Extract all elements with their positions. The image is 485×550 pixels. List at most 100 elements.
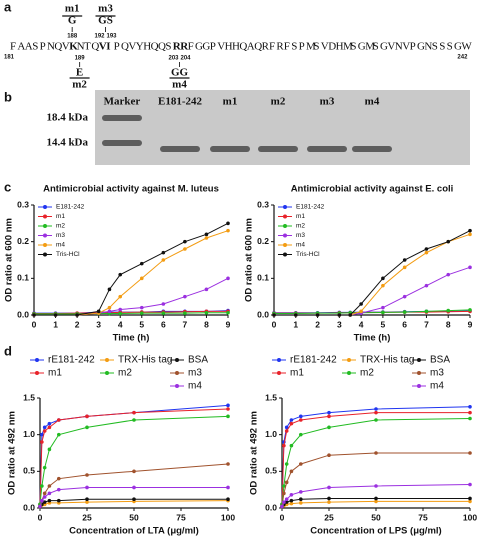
data-point [75, 313, 79, 317]
legend-label: m3 [430, 368, 444, 379]
legend-marker [283, 243, 287, 247]
data-point [139, 305, 144, 310]
residue-number: 192 [94, 34, 105, 40]
data-point [359, 302, 363, 306]
data-point [299, 497, 303, 502]
data-point [183, 311, 187, 315]
data-point [468, 405, 472, 409]
data-point [289, 443, 294, 448]
residue-number: 189 [75, 56, 86, 62]
sequence-start: 181 [4, 55, 15, 61]
data-point [381, 276, 385, 281]
y-tick-label: 1.5 [23, 392, 35, 402]
lane-label: m4 [365, 96, 380, 108]
legend-marker [417, 358, 421, 362]
legend-marker [175, 384, 179, 388]
legend-label: m1 [56, 213, 65, 220]
data-point [42, 491, 47, 496]
data-point [32, 313, 36, 317]
data-point [468, 496, 472, 501]
data-point [85, 414, 89, 419]
data-point [289, 501, 294, 506]
legend-marker [347, 371, 351, 375]
series-line [281, 452, 470, 507]
data-point [374, 410, 378, 415]
panel-label: d [4, 343, 12, 358]
x-tick-label: 25 [324, 512, 334, 522]
data-point [402, 258, 407, 262]
legend-label: BSA [188, 355, 208, 366]
legend-marker [347, 358, 351, 362]
data-point [132, 497, 136, 502]
data-point [161, 250, 166, 255]
x-tick-label: 9 [468, 319, 473, 329]
data-point [289, 498, 294, 503]
mutant-residues: GG [171, 67, 189, 79]
data-point [315, 313, 320, 317]
chart-title: Antimicrobial activity against M. luteus [43, 184, 219, 195]
data-point [424, 247, 429, 251]
sequence-segment: RR [173, 41, 189, 53]
data-point [381, 305, 385, 310]
x-tick-label: 50 [371, 512, 381, 522]
data-point [280, 504, 284, 509]
legend-label: TRX-His tag [360, 355, 414, 366]
legend-label: Tris-HCl [296, 251, 320, 258]
data-point [374, 451, 378, 455]
gel-band [102, 115, 142, 121]
data-point [40, 484, 44, 488]
gel-band [160, 146, 200, 152]
legend-label: m1 [48, 368, 62, 379]
data-point [284, 497, 289, 502]
x-tick-label: 50 [129, 512, 139, 522]
data-point [424, 283, 429, 288]
data-point [468, 451, 472, 455]
legend-marker [105, 358, 109, 362]
chart-title: Antimicrobial activity against E. coli [291, 184, 454, 195]
data-point [424, 250, 429, 255]
sequence-segment: K [69, 41, 78, 53]
x-tick-label: 7 [183, 319, 188, 329]
data-point [204, 287, 209, 292]
y-tick-label: 0.1 [257, 273, 269, 283]
x-tick-label: 25 [82, 512, 92, 522]
panel-label: c [4, 179, 11, 194]
x-tick-label: 1 [53, 319, 58, 329]
sequence-segment: FGGPVHHQAQRFRFSPMSVDHMSGMSGVNVPGNSSSGW [188, 41, 473, 53]
data-point [204, 236, 209, 240]
x-tick-label: 2 [315, 319, 320, 329]
legend-label: m4 [56, 242, 65, 249]
data-point [284, 462, 289, 466]
data-point [327, 496, 331, 501]
legend-label: E181-242 [296, 204, 325, 211]
lane-label: m1 [223, 96, 238, 108]
data-point [424, 309, 429, 314]
data-point [327, 453, 331, 458]
data-point [327, 500, 331, 504]
x-tick-label: 75 [418, 512, 428, 522]
data-point [272, 313, 276, 317]
data-point [374, 496, 378, 501]
legend-marker [277, 358, 281, 362]
legend-label: m3 [56, 232, 65, 239]
data-point [381, 310, 385, 315]
x-tick-label: 5 [381, 319, 386, 329]
legend-label: m1 [290, 368, 304, 379]
y-tick-label: 0.3 [17, 199, 29, 209]
data-point [226, 311, 230, 315]
sequence-segment: N [77, 41, 85, 53]
y-axis-label: OD ratio at 600 nm [244, 218, 255, 302]
series-line [281, 418, 471, 505]
data-point [47, 498, 52, 503]
legend-marker [43, 224, 47, 228]
data-point [327, 410, 331, 415]
legend-label: rE181-242 [290, 355, 337, 366]
data-point [47, 447, 52, 452]
data-point [299, 501, 303, 505]
gel-band [352, 146, 392, 152]
data-point [40, 432, 44, 437]
data-point [226, 462, 230, 466]
legend-marker [417, 371, 421, 375]
data-point [42, 425, 47, 430]
data-point [402, 294, 407, 299]
